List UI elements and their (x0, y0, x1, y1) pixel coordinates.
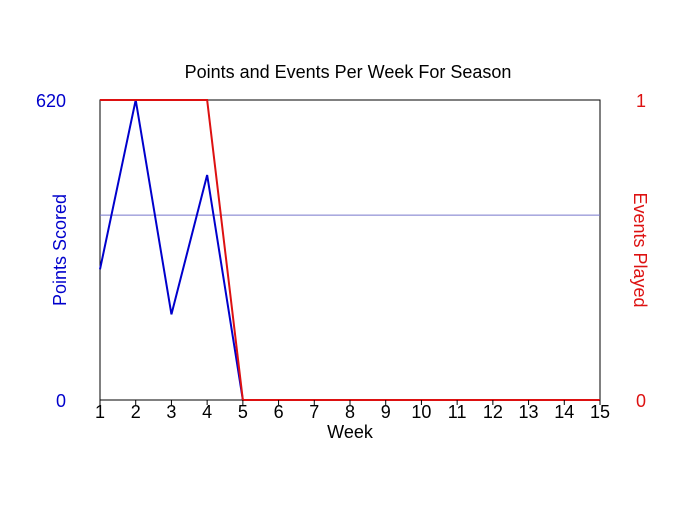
left-tick-label: 620 (36, 91, 66, 111)
x-tick-label: 12 (483, 402, 503, 422)
x-tick-label: 1 (95, 402, 105, 422)
x-tick-label: 8 (345, 402, 355, 422)
x-tick-label: 14 (554, 402, 574, 422)
x-tick-label: 6 (274, 402, 284, 422)
x-tick-label: 9 (381, 402, 391, 422)
chart-title: Points and Events Per Week For Season (185, 62, 512, 82)
series-line-events-played (100, 99, 600, 401)
x-tick-label: 15 (590, 402, 610, 422)
left-axis-label: Points Scored (50, 194, 70, 306)
x-axis-label: Week (327, 422, 374, 442)
x-tick-label: 3 (166, 402, 176, 422)
x-tick-label: 10 (411, 402, 431, 422)
plot-frame (99, 99, 601, 401)
x-tick-label: 4 (202, 402, 212, 422)
right-tick-label: 1 (636, 91, 646, 111)
x-tick-label: 13 (519, 402, 539, 422)
right-tick-label: 0 (636, 391, 646, 411)
x-tick-label: 7 (309, 402, 319, 422)
series-line-points-scored (99, 99, 600, 401)
left-tick-label: 0 (56, 391, 66, 411)
x-tick-label: 11 (448, 402, 467, 422)
right-axis-label: Events Played (630, 192, 650, 307)
x-tick-label: 2 (131, 402, 141, 422)
x-tick-label: 5 (238, 402, 248, 422)
